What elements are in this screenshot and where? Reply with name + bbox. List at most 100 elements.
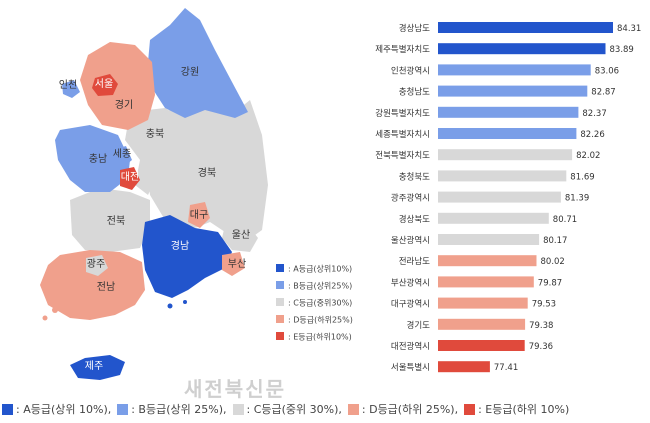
mini-legend-swatch (276, 281, 284, 289)
korea-map (40, 8, 268, 380)
map-label: 세종 (113, 148, 131, 160)
bar-category-label: 대전광역시 (391, 341, 430, 352)
bar-category-label: 광주광역시 (391, 193, 430, 204)
bar (438, 297, 528, 309)
bar-value-label: 83.89 (610, 45, 634, 55)
mini-legend-label: : C등급(중위30%) (288, 299, 352, 308)
bar-value-label: 82.87 (591, 88, 615, 98)
bar-category-label: 제주특별자치도 (375, 44, 430, 55)
region-chungbuk (125, 108, 185, 195)
region-daegu (188, 202, 210, 228)
bar-category-label: 서울특별시 (391, 362, 430, 373)
bottom-legend: : A등급(상위 10%), : B등급(상위 25%), : C등급(중위 30%… (0, 398, 650, 420)
bar (438, 276, 534, 288)
map-label: 전남 (97, 281, 115, 293)
bottom-legend-swatch (117, 403, 129, 415)
map-label: 대구 (190, 209, 208, 221)
bar (438, 128, 577, 139)
map-label: 광주 (87, 258, 105, 270)
bottom-legend-swatch (464, 403, 476, 415)
region-gyeongnam (142, 215, 232, 298)
bar-category-label: 충청남도 (399, 88, 430, 98)
mini-legend-swatch (276, 298, 284, 306)
island-dot (52, 307, 58, 313)
bottom-legend-swatch (347, 403, 359, 415)
region-chungnam (55, 125, 130, 192)
region-seoul (92, 74, 118, 96)
bar (438, 170, 567, 182)
map-label: 울산 (232, 229, 250, 241)
mini-legend: : A등급(상위10%) : B등급(상위25%) : C등급(중위30%) : D등… (276, 264, 353, 342)
bottom-legend-label: : D등급(하위 25%), (361, 403, 459, 416)
bar-category-label: 전북특별자치도 (375, 150, 430, 161)
bottom-legend-label: : B등급(상위 25%), (131, 403, 227, 416)
bar (438, 106, 579, 118)
map-label: 대전 (121, 171, 139, 183)
bar-category-label: 경상남도 (399, 23, 430, 34)
map-label: 강원 (181, 66, 199, 78)
bar-value-label: 82.02 (576, 151, 600, 161)
mini-legend-label: : A등급(상위10%) (288, 264, 352, 274)
bar (438, 85, 588, 97)
region-busan (222, 252, 245, 276)
bar-value-label: 81.69 (570, 172, 594, 182)
watermark: 새전북신문 (184, 377, 286, 401)
region-jeonbuk (70, 188, 150, 252)
bar-value-label: 83.06 (595, 66, 619, 76)
bar (438, 64, 591, 76)
region-incheon (62, 80, 80, 98)
bar-value-label: 80.71 (553, 215, 577, 225)
bar-value-label: 80.02 (541, 257, 565, 267)
bar-category-label: 세종특별자치시 (375, 129, 430, 140)
bar (438, 361, 490, 373)
region-gangwon (148, 8, 248, 118)
region-ulsan (222, 225, 258, 252)
bar-value-label: 80.17 (543, 236, 567, 246)
mini-legend-label: : D등급(하위25%) (288, 315, 353, 325)
bar (438, 149, 573, 161)
map-label: 부산 (228, 258, 246, 270)
map-label: 경남 (171, 239, 189, 252)
bar-category-label: 전라남도 (399, 256, 430, 267)
bar (438, 340, 525, 351)
bar (438, 212, 549, 224)
map-label: 서울 (95, 78, 113, 90)
region-daejeon (120, 167, 140, 190)
bar-value-label: 81.39 (565, 194, 589, 204)
mini-legend-swatch (276, 315, 284, 323)
bottom-legend-label: : E등급(하위 10%) (478, 403, 570, 416)
map-label: 경기 (115, 98, 133, 111)
bottom-legend-swatch (232, 403, 244, 415)
bottom-legend-item: : C등급(중위 30%), (232, 401, 342, 417)
map-label: 충남 (89, 153, 107, 165)
bar-value-label: 82.26 (580, 130, 604, 140)
map-label: 전북 (107, 215, 125, 227)
map-label: 제주 (85, 360, 103, 372)
bar-value-label: 82.37 (582, 109, 606, 119)
island-dot (183, 300, 187, 304)
bar-category-label: 경상북도 (399, 214, 430, 225)
bar-value-label: 84.31 (617, 24, 641, 34)
bar-value-label: 79.53 (532, 300, 556, 310)
bottom-legend-item: : E등급(하위 10%) (464, 401, 569, 417)
bar (438, 191, 561, 203)
bar-value-label: 79.87 (538, 278, 562, 288)
bottom-legend-label: : C등급(중위 30%), (246, 403, 342, 416)
bar (438, 234, 540, 245)
bar-category-label: 충청북도 (399, 172, 430, 182)
bar-value-label: 79.38 (529, 321, 553, 331)
region-gyeonggi (80, 42, 155, 130)
bottom-legend-item: : D등급(하위 25%), (347, 401, 459, 417)
bar (438, 318, 526, 330)
bar-category-label: 부산광역시 (391, 277, 430, 288)
region-jeju (70, 355, 125, 380)
bottom-legend-label: : A등급(상위 10%), (16, 403, 112, 416)
bar-category-label: 경기도 (407, 320, 431, 331)
bar-value-label: 77.41 (494, 363, 518, 373)
region-sejong (112, 146, 132, 168)
island-dot (42, 315, 48, 321)
bar (438, 43, 606, 55)
mini-legend-label: : B등급(상위25%) (288, 281, 352, 291)
